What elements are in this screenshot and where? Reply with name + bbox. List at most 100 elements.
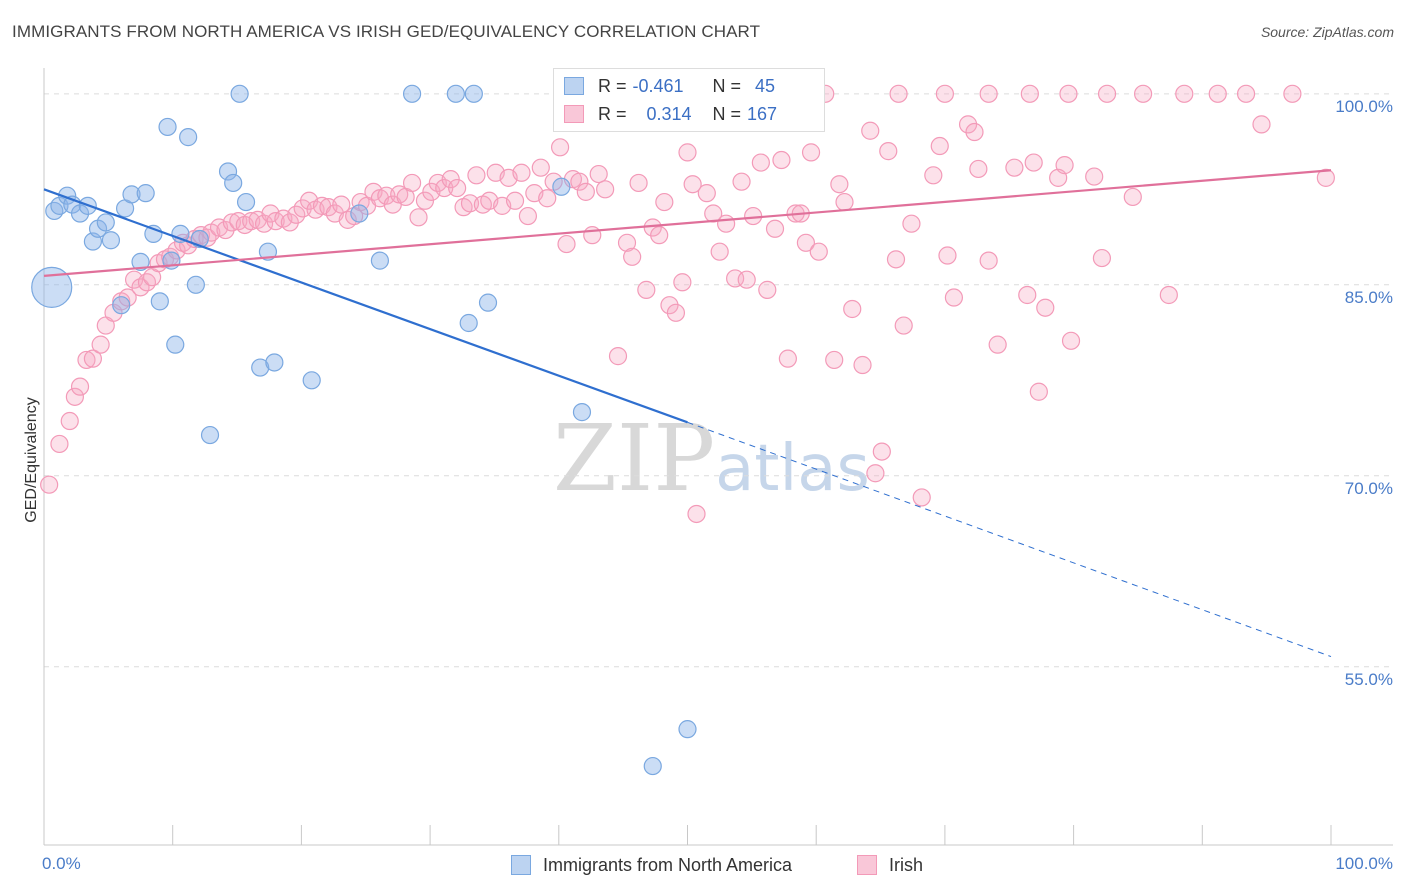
irish-point xyxy=(1005,158,1024,177)
irish-point xyxy=(1175,84,1194,103)
irish-point xyxy=(944,288,964,307)
irish-point xyxy=(861,121,880,140)
north-america-point xyxy=(224,173,243,193)
irish-point xyxy=(415,191,435,210)
north-america-point xyxy=(50,196,69,215)
irish-point xyxy=(1097,84,1117,103)
irish-point xyxy=(758,280,777,299)
irish-point xyxy=(710,242,729,261)
irish-point xyxy=(717,214,736,233)
irish-point xyxy=(744,206,763,226)
trend-lines xyxy=(43,169,1332,658)
irish-point xyxy=(809,242,828,261)
irish-point xyxy=(629,173,648,193)
irish-point xyxy=(512,163,531,182)
irish-point xyxy=(772,150,791,170)
irish-point xyxy=(293,199,312,218)
stats-row-pink: R = 0.314 N = 167 xyxy=(564,101,777,127)
irish-point xyxy=(557,234,576,254)
irish-point xyxy=(448,178,467,198)
irish-point xyxy=(550,138,570,157)
x-tick-label: 0.0% xyxy=(42,854,81,873)
irish-point xyxy=(65,387,84,406)
irish-point xyxy=(377,186,396,205)
north-america-point xyxy=(478,293,498,312)
irish-point xyxy=(596,180,615,199)
irish-trend-line xyxy=(43,169,1332,277)
irish-point xyxy=(332,195,351,214)
north-america-point xyxy=(459,313,478,333)
north-america-point xyxy=(186,275,205,294)
north-america-point xyxy=(131,252,150,271)
irish-point xyxy=(830,175,849,194)
irish-point xyxy=(1059,84,1078,103)
irish-point xyxy=(1252,115,1271,134)
tick-labels: 100.0% 85.0% 70.0% 55.0% 0.0% 100.0% xyxy=(42,97,1393,873)
irish-point xyxy=(1092,248,1112,268)
irish-point xyxy=(697,184,716,203)
north-america-points xyxy=(31,84,697,776)
irish-point xyxy=(924,166,943,185)
north-america-point xyxy=(572,403,592,422)
north-america-point xyxy=(31,266,73,308)
irish-point xyxy=(435,178,454,198)
irish-point xyxy=(732,172,751,191)
irish-point xyxy=(678,143,697,162)
north-america-point xyxy=(302,371,321,390)
north-america-point xyxy=(230,84,249,103)
north-america-point xyxy=(112,296,131,315)
north-america-point xyxy=(150,292,169,311)
north-america-point xyxy=(251,358,270,377)
irish-point xyxy=(91,335,110,354)
irish-point xyxy=(83,349,103,368)
irish-point xyxy=(40,475,59,494)
n-value: 45 xyxy=(755,75,776,96)
north-america-point xyxy=(200,425,220,445)
irish-point xyxy=(979,251,998,270)
r-value: 0.314 xyxy=(646,103,692,124)
north-america-point xyxy=(96,213,115,232)
pink-swatch xyxy=(857,855,877,875)
y-tick-label: 70.0% xyxy=(1345,479,1393,498)
irish-point xyxy=(518,206,538,226)
irish-point xyxy=(737,270,756,289)
north-america-point xyxy=(258,242,278,261)
irish-point xyxy=(70,377,90,396)
north-america-point xyxy=(179,128,198,147)
irish-point xyxy=(1208,84,1227,103)
north-america-point xyxy=(446,84,465,103)
irish-point xyxy=(1061,331,1081,350)
north-america-trend-extension xyxy=(687,421,1332,658)
stats-legend: R = -0.461 N = 45 R = 0.314 N = 167 xyxy=(553,68,825,132)
legend-item-irish[interactable]: Irish xyxy=(857,852,923,878)
irish-point xyxy=(576,182,595,201)
irish-point xyxy=(801,143,821,162)
irish-point xyxy=(938,246,957,265)
north-america-point xyxy=(643,756,662,776)
irish-point xyxy=(1029,382,1048,401)
irish-point xyxy=(979,84,998,103)
irish-point xyxy=(1024,153,1043,172)
legend-label: Immigrants from North America xyxy=(543,854,793,875)
irish-point xyxy=(660,296,679,315)
irish-point xyxy=(853,355,872,375)
irish-point xyxy=(1036,298,1055,317)
blue-swatch xyxy=(564,77,584,95)
legend-item-north-america[interactable]: Immigrants from North America xyxy=(511,852,792,878)
irish-point xyxy=(1236,84,1256,103)
watermark-atlas: atlas xyxy=(715,432,870,506)
irish-point xyxy=(1085,167,1104,186)
north-america-point xyxy=(166,335,185,354)
north-america-point xyxy=(678,720,697,739)
north-america-point xyxy=(370,251,390,270)
y-axis-label: GED/Equivalency xyxy=(23,397,40,522)
axes xyxy=(43,68,1393,846)
stats-row-blue: R = -0.461 N = 45 xyxy=(564,73,775,99)
north-america-point xyxy=(350,204,369,223)
irish-point xyxy=(935,84,955,103)
irish-point xyxy=(280,213,299,232)
irish-point xyxy=(879,142,898,161)
irish-point xyxy=(623,247,642,266)
north-america-point xyxy=(464,84,483,103)
